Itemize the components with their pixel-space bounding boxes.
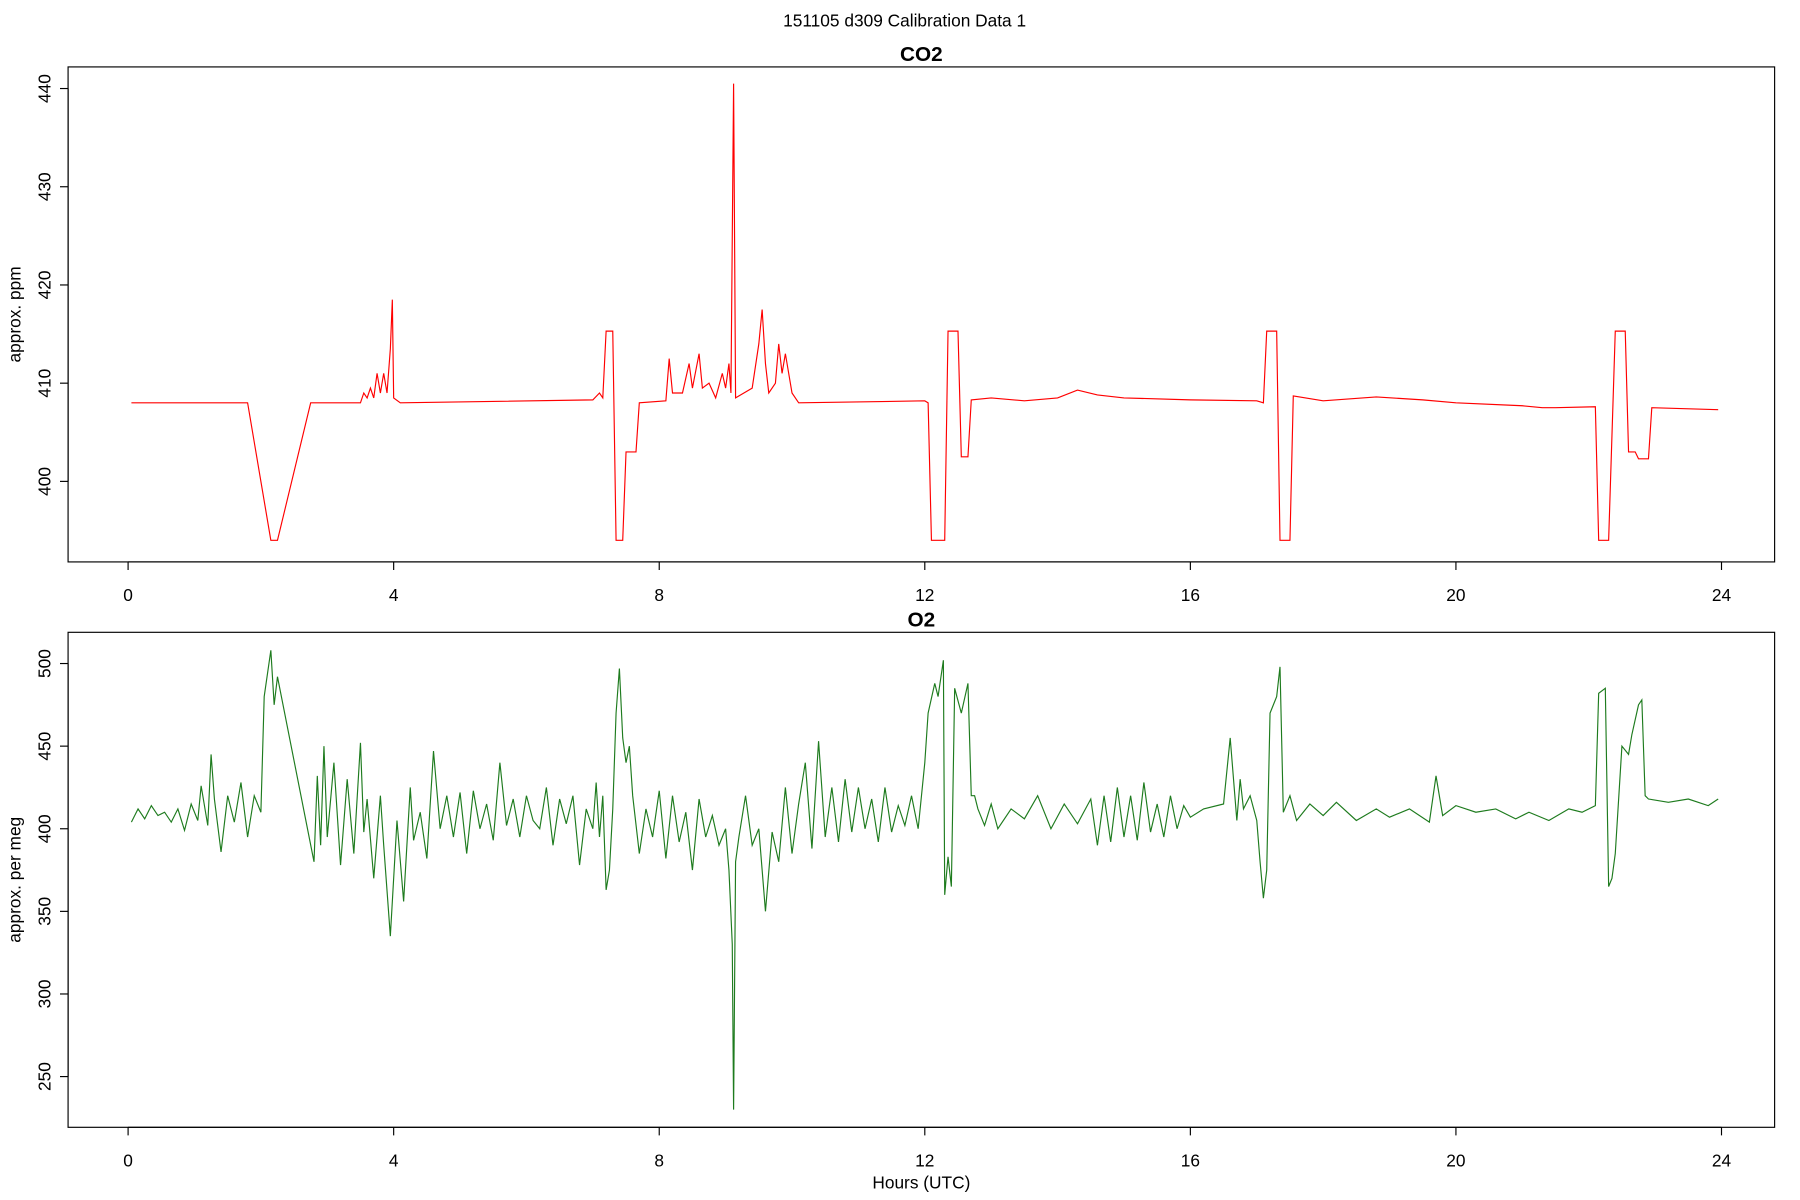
y-tick-label: 250 [35,1062,55,1091]
y-tick-label: 400 [35,467,55,496]
y-tick-label: 450 [35,732,55,761]
x-tick-label: 12 [915,585,934,605]
y-axis-label: approx. ppm [5,266,25,362]
x-tick-label: 8 [654,585,664,605]
page-title: 151105 d309 Calibration Data 1 [783,10,1026,30]
chart-title: O2 [908,608,936,631]
x-tick-label: 20 [1446,585,1465,605]
x-tick-label: 20 [1446,1150,1465,1170]
plot-frame [67,66,1776,563]
x-tick-label: 0 [123,585,133,605]
y-tick-label: 350 [35,897,55,926]
x-tick-label: 4 [389,585,399,605]
y-tick-label: 420 [35,271,55,300]
x-tick-label: 8 [654,1150,664,1170]
x-axis-label: Hours (UTC) [872,1172,970,1192]
y-tick-label: 300 [35,980,55,1009]
x-tick-label: 16 [1181,585,1200,605]
y-tick-label: 400 [35,814,55,843]
x-tick-label: 24 [1712,585,1732,605]
plot-frame [67,631,1776,1128]
chart-title: CO2 [900,43,943,66]
y-tick-label: 410 [35,369,55,398]
y-axis-label: approx. per meg [5,817,25,943]
x-tick-label: 4 [389,1150,399,1170]
x-tick-label: 12 [915,1150,934,1170]
data-line [131,83,1719,541]
x-tick-label: 24 [1712,1150,1732,1170]
y-tick-label: 500 [35,649,55,678]
x-tick-label: 0 [123,1150,133,1170]
y-tick-label: 430 [35,172,55,201]
y-tick-label: 440 [35,74,55,103]
x-tick-label: 16 [1181,1150,1200,1170]
data-line [130,650,1719,1110]
